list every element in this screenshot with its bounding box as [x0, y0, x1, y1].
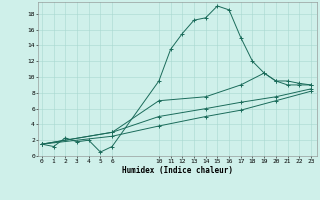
- X-axis label: Humidex (Indice chaleur): Humidex (Indice chaleur): [122, 166, 233, 175]
